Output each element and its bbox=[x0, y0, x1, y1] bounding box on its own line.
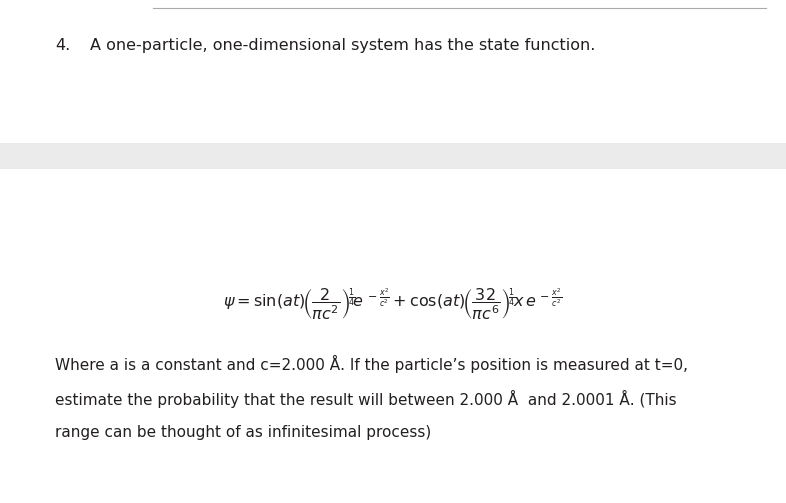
Text: Where a is a constant and c=2.000 Å. If the particle’s position is measured at t: Where a is a constant and c=2.000 Å. If … bbox=[55, 355, 688, 373]
Text: A one-particle, one-dimensional system has the state function.: A one-particle, one-dimensional system h… bbox=[90, 38, 596, 53]
Text: $\psi = \mathrm{sin}(at)\!\left(\dfrac{2}{\pi c^2}\right)^{\!\frac{1}{4}}\!e^{\,: $\psi = \mathrm{sin}(at)\!\left(\dfrac{2… bbox=[223, 287, 563, 322]
Text: 4.: 4. bbox=[55, 38, 70, 53]
Text: range can be thought of as infinitesimal process): range can be thought of as infinitesimal… bbox=[55, 425, 432, 440]
Text: estimate the probability that the result will between 2.000 Å  and 2.0001 Å. (Th: estimate the probability that the result… bbox=[55, 390, 677, 408]
Bar bbox=[0, 143, 786, 169]
